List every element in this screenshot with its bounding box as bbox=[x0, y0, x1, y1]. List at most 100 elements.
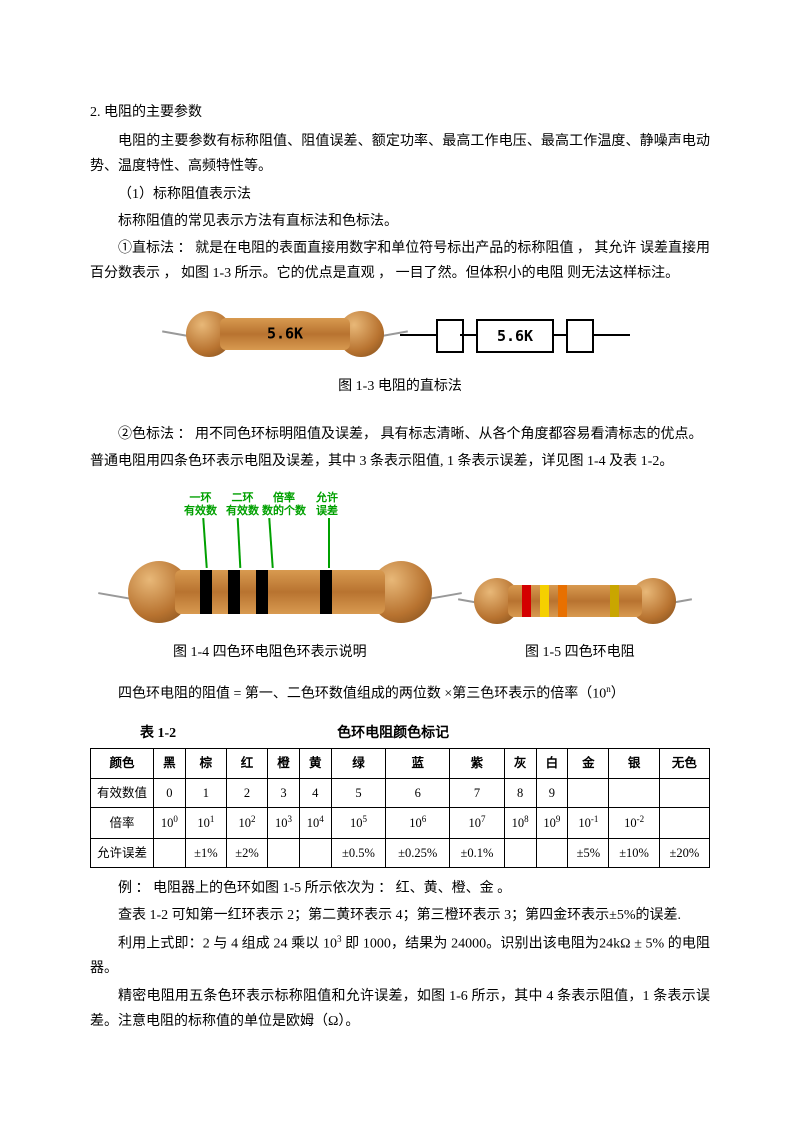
table-header: 颜色 bbox=[91, 749, 154, 779]
formula-text: 四色环电阻的阻值 = 第一、二色环数值组成的两位数 ×第三色环表示的倍率（10 bbox=[118, 687, 606, 702]
table-header: 绿 bbox=[331, 749, 386, 779]
table-cell bbox=[536, 838, 568, 868]
resistor-symbol: 5.6K bbox=[410, 309, 620, 359]
paragraph-four-band: 普通电阻用四条色环表示电阻及误差，其中 3 条表示阻值, 1 条表示误差，详见图… bbox=[90, 449, 710, 474]
symbol-label: 5.6K bbox=[497, 323, 533, 350]
four-band-diagram: 一环有效数 二环有效数 倍率数的个数 允许误差 bbox=[120, 492, 440, 632]
table-cell: 107 bbox=[450, 808, 505, 839]
table-cell: ±5% bbox=[568, 838, 609, 868]
color-band bbox=[610, 585, 619, 617]
figure-1-3-caption: 图 1-3 电阻的直标法 bbox=[90, 374, 710, 399]
paragraph-color-method: ②色标法 ： 用不同色环标明阻值及误差， 具有标志清晰、从各个角度都容易看清标志… bbox=[90, 422, 710, 447]
table-cell: ±1% bbox=[185, 838, 226, 868]
formula-text: ） bbox=[611, 687, 625, 702]
paragraph-five-band: 精密电阻用五条色环表示标称阻值和允许误差，如图 1-6 所示，其中 4 条表示阻… bbox=[90, 984, 710, 1034]
section-heading: 2. 电阻的主要参数 bbox=[90, 100, 710, 125]
table-cell: 5 bbox=[331, 778, 386, 808]
color-band bbox=[522, 585, 531, 617]
paragraph-direct-method: ①直标法 ： 就是在电阻的表面直接用数字和单位符号标出产品的标称阻值 ， 其允许… bbox=[90, 236, 710, 286]
document-page: 2. 电阻的主要参数 电阻的主要参数有标称阻值、阻值误差、额定功率、最高工作电压… bbox=[0, 0, 800, 1076]
symbol-terminal bbox=[436, 319, 464, 353]
band-label: 允许 bbox=[316, 492, 338, 505]
symbol-terminal bbox=[566, 319, 594, 353]
symbol-wire bbox=[400, 334, 438, 336]
table-cell: 允许误差 bbox=[91, 838, 154, 868]
table-header: 棕 bbox=[185, 749, 226, 779]
table-cell: 9 bbox=[536, 778, 568, 808]
band-label: 有效数 bbox=[184, 505, 217, 517]
resistor-value-label: 5.6K bbox=[267, 321, 303, 348]
paragraph-formula: 四色环电阻的阻值 = 第一、二色环数值组成的两位数 ×第三色环表示的倍率（10n… bbox=[90, 681, 710, 707]
table-number: 表 1-2 bbox=[90, 721, 176, 746]
calc-text: 利用上式即：2 与 4 组成 24 乘以 10 bbox=[118, 936, 337, 951]
table-row: 允许误差 ±1%±2% ±0.5%±0.25%±0.1% ±5%±10%±20% bbox=[91, 838, 710, 868]
table-cell: 0 bbox=[154, 778, 186, 808]
table-row: 有效数值0123456789 bbox=[91, 778, 710, 808]
table-cell: ±0.25% bbox=[386, 838, 450, 868]
lead-wire bbox=[98, 592, 132, 600]
table-header: 白 bbox=[536, 749, 568, 779]
band-label: 倍率 bbox=[262, 492, 306, 505]
figure-1-4-1-5: 一环有效数 二环有效数 倍率数的个数 允许误差 bbox=[90, 492, 710, 632]
table-cell bbox=[504, 838, 536, 868]
table-cell bbox=[609, 778, 659, 808]
table-cell bbox=[299, 838, 331, 868]
table-header: 紫 bbox=[450, 749, 505, 779]
table-title: 表 1-2 色环电阻颜色标记 bbox=[90, 721, 710, 746]
figure-1-4-caption: 图 1-4 四色环电阻色环表示说明 bbox=[90, 640, 450, 665]
table-header: 无色 bbox=[659, 749, 709, 779]
table-cell: 100 bbox=[154, 808, 186, 839]
table-cell: ±10% bbox=[609, 838, 659, 868]
table-cell: 102 bbox=[226, 808, 267, 839]
table-cell: ±0.5% bbox=[331, 838, 386, 868]
color-band bbox=[540, 585, 549, 617]
symbol-wire bbox=[592, 334, 630, 336]
table-name: 色环电阻颜色标记 bbox=[176, 721, 710, 746]
band-label: 一环 bbox=[184, 492, 217, 505]
table-cell bbox=[154, 838, 186, 868]
table-cell: ±0.1% bbox=[450, 838, 505, 868]
table-cell bbox=[268, 838, 300, 868]
figure-1-3: 5.6K 5.6K bbox=[90, 304, 710, 364]
table-cell: 106 bbox=[386, 808, 450, 839]
table-cell: 104 bbox=[299, 808, 331, 839]
table-header: 橙 bbox=[268, 749, 300, 779]
table-cell: 8 bbox=[504, 778, 536, 808]
table-cell bbox=[659, 808, 709, 839]
table-cell: 101 bbox=[185, 808, 226, 839]
color-band bbox=[558, 585, 567, 617]
table-cell: ±2% bbox=[226, 838, 267, 868]
table-row: 倍率10010110210310410510610710810910-110-2 bbox=[91, 808, 710, 839]
color-band bbox=[256, 570, 268, 614]
band-label: 有效数 bbox=[226, 505, 259, 517]
table-cell bbox=[568, 778, 609, 808]
color-band bbox=[200, 570, 212, 614]
table-cell: 7 bbox=[450, 778, 505, 808]
color-band bbox=[320, 570, 332, 614]
paragraph-example: 例 ： 电阻器上的色环如图 1-5 所示依次为 ： 红、黄、橙、金 。 bbox=[90, 876, 710, 901]
color-code-table: 颜色黑棕红橙黄绿蓝紫灰白金银无色 有效数值0123456789倍率1001011… bbox=[90, 748, 710, 868]
table-header: 银 bbox=[609, 749, 659, 779]
resistor-four-band bbox=[120, 552, 440, 632]
table-cell: 103 bbox=[268, 808, 300, 839]
table-cell: 109 bbox=[536, 808, 568, 839]
resistor-illustration: 5.6K bbox=[180, 304, 390, 364]
table-cell: 10-2 bbox=[609, 808, 659, 839]
table-cell: 2 bbox=[226, 778, 267, 808]
paragraph-example-lookup: 查表 1-2 可知第一红环表示 2；第二黄环表示 4；第三橙环表示 3；第四金环… bbox=[90, 903, 710, 928]
table-cell: 10-1 bbox=[568, 808, 609, 839]
four-band-example bbox=[470, 552, 680, 632]
paragraph-example-calc: 利用上式即：2 与 4 组成 24 乘以 103 即 1000，结果为 2400… bbox=[90, 931, 710, 982]
table-cell: 108 bbox=[504, 808, 536, 839]
table-header: 金 bbox=[568, 749, 609, 779]
band-label: 误差 bbox=[316, 505, 338, 517]
table-cell: ±20% bbox=[659, 838, 709, 868]
table-cell: 105 bbox=[331, 808, 386, 839]
paragraph-intro: 电阻的主要参数有标称阻值、阻值误差、额定功率、最高工作电压、最高工作温度、静噪声… bbox=[90, 129, 710, 179]
table-header: 红 bbox=[226, 749, 267, 779]
figure-captions: 图 1-4 四色环电阻色环表示说明 图 1-5 四色环电阻 bbox=[90, 640, 710, 665]
table-cell: 有效数值 bbox=[91, 778, 154, 808]
table-header: 蓝 bbox=[386, 749, 450, 779]
table-cell: 4 bbox=[299, 778, 331, 808]
figure-1-5-caption: 图 1-5 四色环电阻 bbox=[450, 640, 710, 665]
